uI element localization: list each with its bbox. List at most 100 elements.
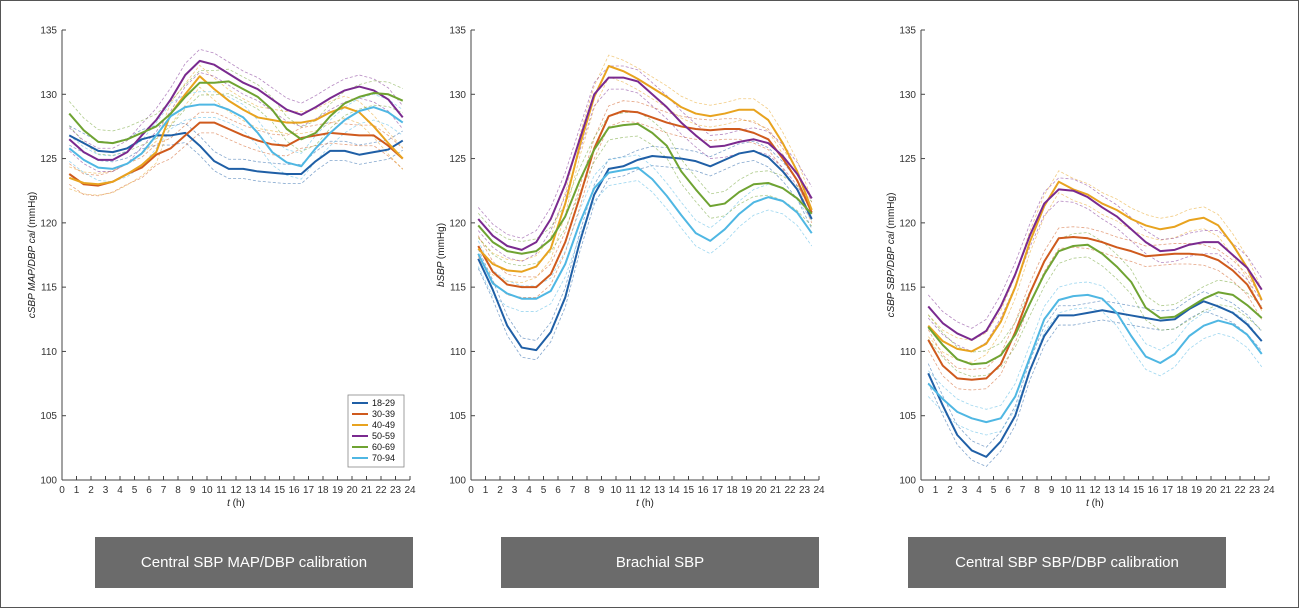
series-50-59-upper-ci xyxy=(68,48,404,149)
series-line-50-59 xyxy=(68,59,404,161)
legend-label: 30-39 xyxy=(372,409,395,419)
x-tick-label: 7 xyxy=(161,485,167,496)
y-axis-label: cSBP SBP/DBP cal (mmHg) xyxy=(886,193,897,318)
x-tick-label: 1 xyxy=(483,485,489,496)
x-tick-label: 11 xyxy=(1075,485,1086,496)
x-tick-label: 8 xyxy=(584,485,590,496)
series-18-29-lower-ci xyxy=(927,310,1263,467)
x-tick-label: 2 xyxy=(88,485,94,496)
x-tick-label: 0 xyxy=(468,485,474,496)
series-group xyxy=(927,170,1263,467)
x-tick-label: 13 xyxy=(654,485,666,496)
y-tick-label: 100 xyxy=(40,476,57,487)
y-tick-label: 120 xyxy=(449,218,466,229)
x-tick-label: 23 xyxy=(799,485,811,496)
series-70-94-lower-ci xyxy=(69,117,403,183)
y-tick-label: 105 xyxy=(449,411,466,422)
x-tick-label: 24 xyxy=(1263,485,1275,496)
x-tick-label: 19 xyxy=(1191,485,1203,496)
x-tick-label: 14 xyxy=(668,485,680,496)
x-tick-label: 16 xyxy=(1147,485,1159,496)
series-18-29-upper-ci xyxy=(477,140,813,341)
x-tick-label: 21 xyxy=(770,485,782,496)
legend-label: 60-69 xyxy=(372,442,395,452)
x-tick-label: 16 xyxy=(288,485,300,496)
legend-label: 40-49 xyxy=(372,420,395,430)
series-line-70-94 xyxy=(927,293,1263,424)
y-axis-label: bSBP (mmHg) xyxy=(436,223,447,287)
series-70-94-lower-ci xyxy=(927,307,1263,436)
series-60-69-upper-ci xyxy=(927,232,1263,353)
series-line-18-29 xyxy=(927,300,1263,458)
x-tick-label: 3 xyxy=(103,485,109,496)
series-group xyxy=(477,54,813,361)
series-40-49-lower-ci xyxy=(927,192,1263,363)
series-line-40-49 xyxy=(477,65,813,273)
x-tick-label: 15 xyxy=(1133,485,1145,496)
x-tick-label: 6 xyxy=(1005,485,1011,496)
y-tick-label: 115 xyxy=(41,283,57,294)
x-tick-label: 4 xyxy=(976,485,982,496)
x-tick-label: 17 xyxy=(303,485,315,496)
x-tick-label: 19 xyxy=(741,485,753,496)
series-50-59-upper-ci xyxy=(477,65,813,239)
series-group xyxy=(68,48,404,197)
series-30-39-upper-ci xyxy=(477,100,813,278)
x-tick-label: 18 xyxy=(317,485,329,496)
y-tick-label: 110 xyxy=(450,347,466,358)
y-tick-label: 100 xyxy=(899,476,916,487)
x-tick-label: 1 xyxy=(933,485,939,496)
x-tick-label: 15 xyxy=(274,485,286,496)
x-tick-label: 24 xyxy=(404,485,416,496)
x-tick-label: 5 xyxy=(132,485,138,496)
y-tick-label: 125 xyxy=(899,154,916,165)
x-tick-label: 10 xyxy=(610,485,622,496)
x-tick-label: 10 xyxy=(201,485,213,496)
x-tick-label: 0 xyxy=(59,485,65,496)
series-line-18-29 xyxy=(68,131,404,175)
caption-left: Central SBP MAP/DBP calibration xyxy=(95,537,413,588)
x-tick-label: 24 xyxy=(813,485,825,496)
x-tick-label: 3 xyxy=(512,485,518,496)
series-60-69-lower-ci xyxy=(927,256,1263,377)
x-tick-label: 22 xyxy=(375,485,387,496)
series-40-49-lower-ci xyxy=(477,76,813,284)
y-tick-label: 130 xyxy=(40,90,57,101)
x-tick-label: 18 xyxy=(726,485,738,496)
legend-label: 70-94 xyxy=(372,453,395,463)
y-tick-label: 125 xyxy=(449,154,466,165)
legend-label: 18-29 xyxy=(372,398,395,408)
x-tick-label: 21 xyxy=(361,485,373,496)
x-tick-label: 13 xyxy=(245,485,257,496)
x-tick-label: 21 xyxy=(1220,485,1232,496)
x-tick-label: 4 xyxy=(117,485,123,496)
series-70-94-upper-ci xyxy=(69,91,403,157)
series-60-69-upper-ci xyxy=(477,111,813,242)
x-tick-label: 8 xyxy=(175,485,181,496)
x-tick-label: 16 xyxy=(697,485,709,496)
series-60-69-lower-ci xyxy=(477,135,813,267)
series-30-39-lower-ci xyxy=(477,120,813,298)
series-18-29-upper-ci xyxy=(69,122,403,165)
x-tick-label: 0 xyxy=(918,485,924,496)
series-18-29-upper-ci xyxy=(927,291,1263,448)
series-30-39-lower-ci xyxy=(927,246,1263,391)
x-tick-label: 11 xyxy=(216,485,227,496)
x-tick-label: 9 xyxy=(599,485,605,496)
series-line-60-69 xyxy=(477,122,813,255)
x-tick-label: 20 xyxy=(1205,485,1217,496)
caption-middle: Brachial SBP xyxy=(501,537,819,588)
x-tick-label: 7 xyxy=(570,485,576,496)
series-50-59-upper-ci xyxy=(927,177,1263,329)
x-tick-label: 1 xyxy=(74,485,80,496)
series-line-60-69 xyxy=(68,80,404,145)
series-line-50-59 xyxy=(927,188,1263,341)
x-tick-label: 5 xyxy=(991,485,997,496)
series-line-18-29 xyxy=(477,149,813,352)
x-tick-label: 7 xyxy=(1020,485,1026,496)
